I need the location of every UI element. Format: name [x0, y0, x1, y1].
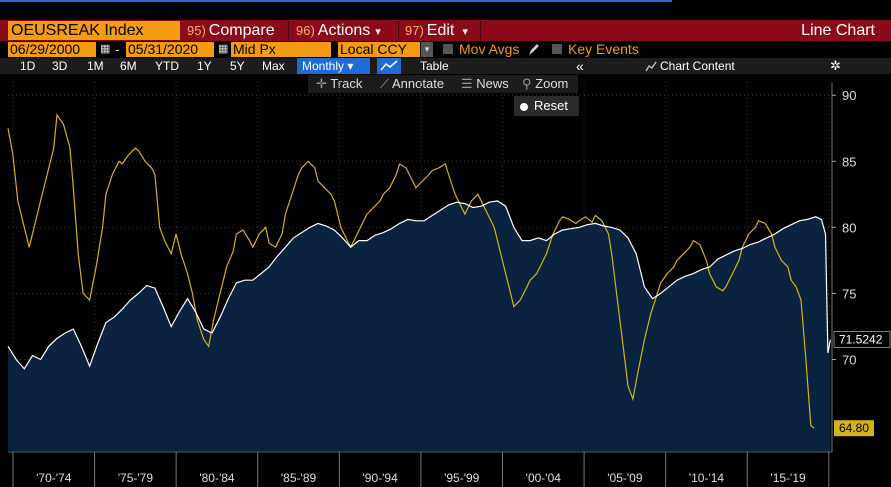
start-date-field[interactable]: 06/29/2000	[8, 42, 96, 57]
y-tick-label: 75	[842, 286, 856, 301]
collapse-icon[interactable]: «	[576, 58, 584, 74]
news-label: News	[476, 76, 509, 91]
end-date-field[interactable]: 05/31/2020	[126, 42, 214, 57]
compare-menu-label: Compare	[208, 22, 275, 39]
x-tick-label: '75-'79	[118, 471, 154, 485]
actions-menu-label: Actions	[317, 22, 371, 39]
news-icon: ☰	[461, 76, 473, 91]
command-toolbar	[0, 20, 891, 41]
periodicity-dropdown-icon: ▾	[347, 59, 354, 73]
chart-content-button[interactable]: Chart Content	[660, 59, 735, 73]
crosshair-icon: ✛	[316, 76, 327, 91]
x-tick-label: '70-'74	[36, 471, 72, 485]
x-tick-label: '15-'19	[770, 471, 806, 485]
x-tick-label: '80-'84	[199, 471, 235, 485]
x-tick-label: '90-'94	[362, 471, 398, 485]
track-label: Track	[330, 76, 363, 91]
mov-avgs-label: Mov Avgs	[459, 41, 520, 57]
series-area-fill	[8, 200, 831, 452]
overlay-series-line	[7, 113, 815, 429]
news-tool[interactable]: ☰ News	[461, 75, 509, 93]
gear-icon[interactable]: ✲	[830, 58, 841, 73]
reset-label: Reset	[534, 98, 568, 113]
table-view-button[interactable]: Table	[420, 59, 449, 73]
reset-button[interactable]: Reset	[514, 96, 579, 116]
y-tick-label: 80	[842, 220, 856, 235]
compare-menu[interactable]: 95) Compare	[187, 21, 275, 40]
x-axis-band	[0, 452, 891, 487]
range-1d[interactable]: 1D	[20, 59, 36, 73]
line-chart-icon[interactable]	[377, 58, 401, 74]
last-value-box-index	[833, 331, 891, 348]
range-3d[interactable]: 3D	[52, 59, 68, 73]
y-tick-label: 90	[842, 88, 856, 103]
chart-type-title: Line Chart	[801, 22, 875, 39]
actions-menu[interactable]: 96) Actions ▾	[296, 21, 381, 40]
y-axis-band	[832, 82, 891, 452]
end-date-calendar-icon[interactable]: ▦	[218, 43, 229, 55]
annotate-icon: ⟋	[380, 76, 390, 91]
toolbar-separator	[288, 21, 289, 40]
currency-select[interactable]: Local CCY	[338, 42, 420, 57]
range-6m[interactable]: 6M	[120, 59, 137, 73]
start-date-calendar-icon[interactable]: ▦	[100, 43, 111, 55]
last-value-label-overlay: 64.80	[839, 421, 869, 435]
x-tick-label: '85-'89	[281, 471, 317, 485]
range-max[interactable]: Max	[262, 59, 285, 73]
chart-tools-bar	[308, 75, 578, 93]
x-tick-label: '05-'09	[607, 471, 643, 485]
periodicity-select[interactable]: Monthly ▾	[297, 58, 370, 74]
index-series-line	[7, 200, 831, 370]
annotate-tool[interactable]: ⟋ Annotate	[380, 75, 444, 93]
x-tick-label: '00-'04	[526, 471, 562, 485]
zoom-tool[interactable]: ⚲ Zoom	[522, 75, 568, 93]
range-1y[interactable]: 1Y	[197, 59, 212, 73]
y-tick-label: 85	[842, 154, 856, 169]
range-5y[interactable]: 5Y	[230, 59, 245, 73]
y-tick-label: 70	[842, 353, 856, 368]
compare-menu-number: 95)	[187, 23, 206, 38]
range-ytd[interactable]: YTD	[155, 59, 179, 73]
range-toolbar	[0, 58, 891, 74]
currency-dropdown-icon[interactable]: ▾	[421, 42, 433, 57]
key-events-label: Key Events	[568, 41, 639, 57]
toolbar-separator	[398, 21, 399, 40]
toolbar-separator	[480, 21, 481, 40]
actions-menu-number: 96)	[296, 23, 315, 38]
date-range-dash: -	[115, 41, 120, 57]
track-tool[interactable]: ✛ Track	[316, 75, 362, 93]
edit-menu[interactable]: 97) Edit ▾	[405, 21, 468, 40]
x-tick-label: '10-'14	[689, 471, 725, 485]
edit-menu-label: Edit	[426, 22, 455, 39]
edit-menu-number: 97)	[405, 23, 424, 38]
reset-radio-icon	[520, 103, 528, 111]
price-field-select[interactable]: Mid Px	[231, 42, 331, 57]
range-1m[interactable]: 1M	[87, 59, 104, 73]
edit-dropdown-icon: ▾	[462, 26, 468, 38]
window-top-accent	[0, 0, 672, 2]
ticker-field[interactable]: OEUSREAK Index	[8, 21, 180, 40]
periodicity-label: Monthly	[302, 59, 345, 73]
magnifier-icon: ⚲	[522, 76, 532, 91]
annotate-label: Annotate	[392, 76, 445, 91]
actions-dropdown-icon: ▾	[375, 26, 381, 38]
mov-avgs-checkbox[interactable]	[443, 44, 453, 54]
key-events-checkbox[interactable]	[552, 44, 562, 54]
last-value-label-index: 71.5242	[839, 332, 883, 346]
zoom-label: Zoom	[535, 76, 569, 91]
x-tick-label: '95-'99	[444, 471, 480, 485]
last-value-box-overlay	[834, 420, 874, 437]
